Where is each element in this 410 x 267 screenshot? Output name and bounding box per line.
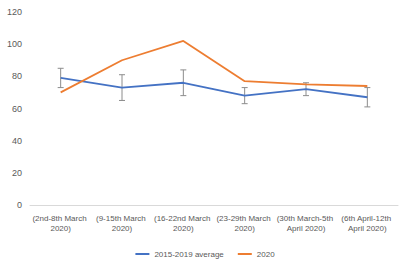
svg-text:(9-15th March: (9-15th March [96, 214, 148, 223]
svg-text:April 2020): April 2020) [348, 224, 387, 233]
svg-text:(30th March-5th: (30th March-5th [277, 214, 336, 223]
svg-text:2020): 2020) [234, 224, 255, 233]
svg-text:2015-2019 average: 2015-2019 average [154, 250, 224, 259]
svg-text:(2nd-8th March: (2nd-8th March [32, 214, 88, 223]
svg-text:2020): 2020) [50, 224, 71, 233]
svg-text:2020): 2020) [112, 224, 133, 233]
svg-text:80: 80 [12, 71, 22, 81]
svg-text:100: 100 [7, 39, 22, 49]
svg-text:20: 20 [12, 168, 22, 178]
svg-text:(6th April-12th: (6th April-12th [341, 214, 393, 223]
svg-text:120: 120 [7, 7, 22, 17]
svg-text:40: 40 [12, 136, 22, 146]
svg-text:0: 0 [17, 200, 22, 210]
svg-text:60: 60 [12, 104, 22, 114]
svg-text:(23-29th March: (23-29th March [216, 214, 272, 223]
svg-text:(16-22nd March: (16-22nd March [154, 214, 213, 223]
svg-text:2020: 2020 [257, 250, 275, 259]
svg-text:2020): 2020) [173, 224, 194, 233]
svg-text:April 2020): April 2020) [287, 224, 326, 233]
